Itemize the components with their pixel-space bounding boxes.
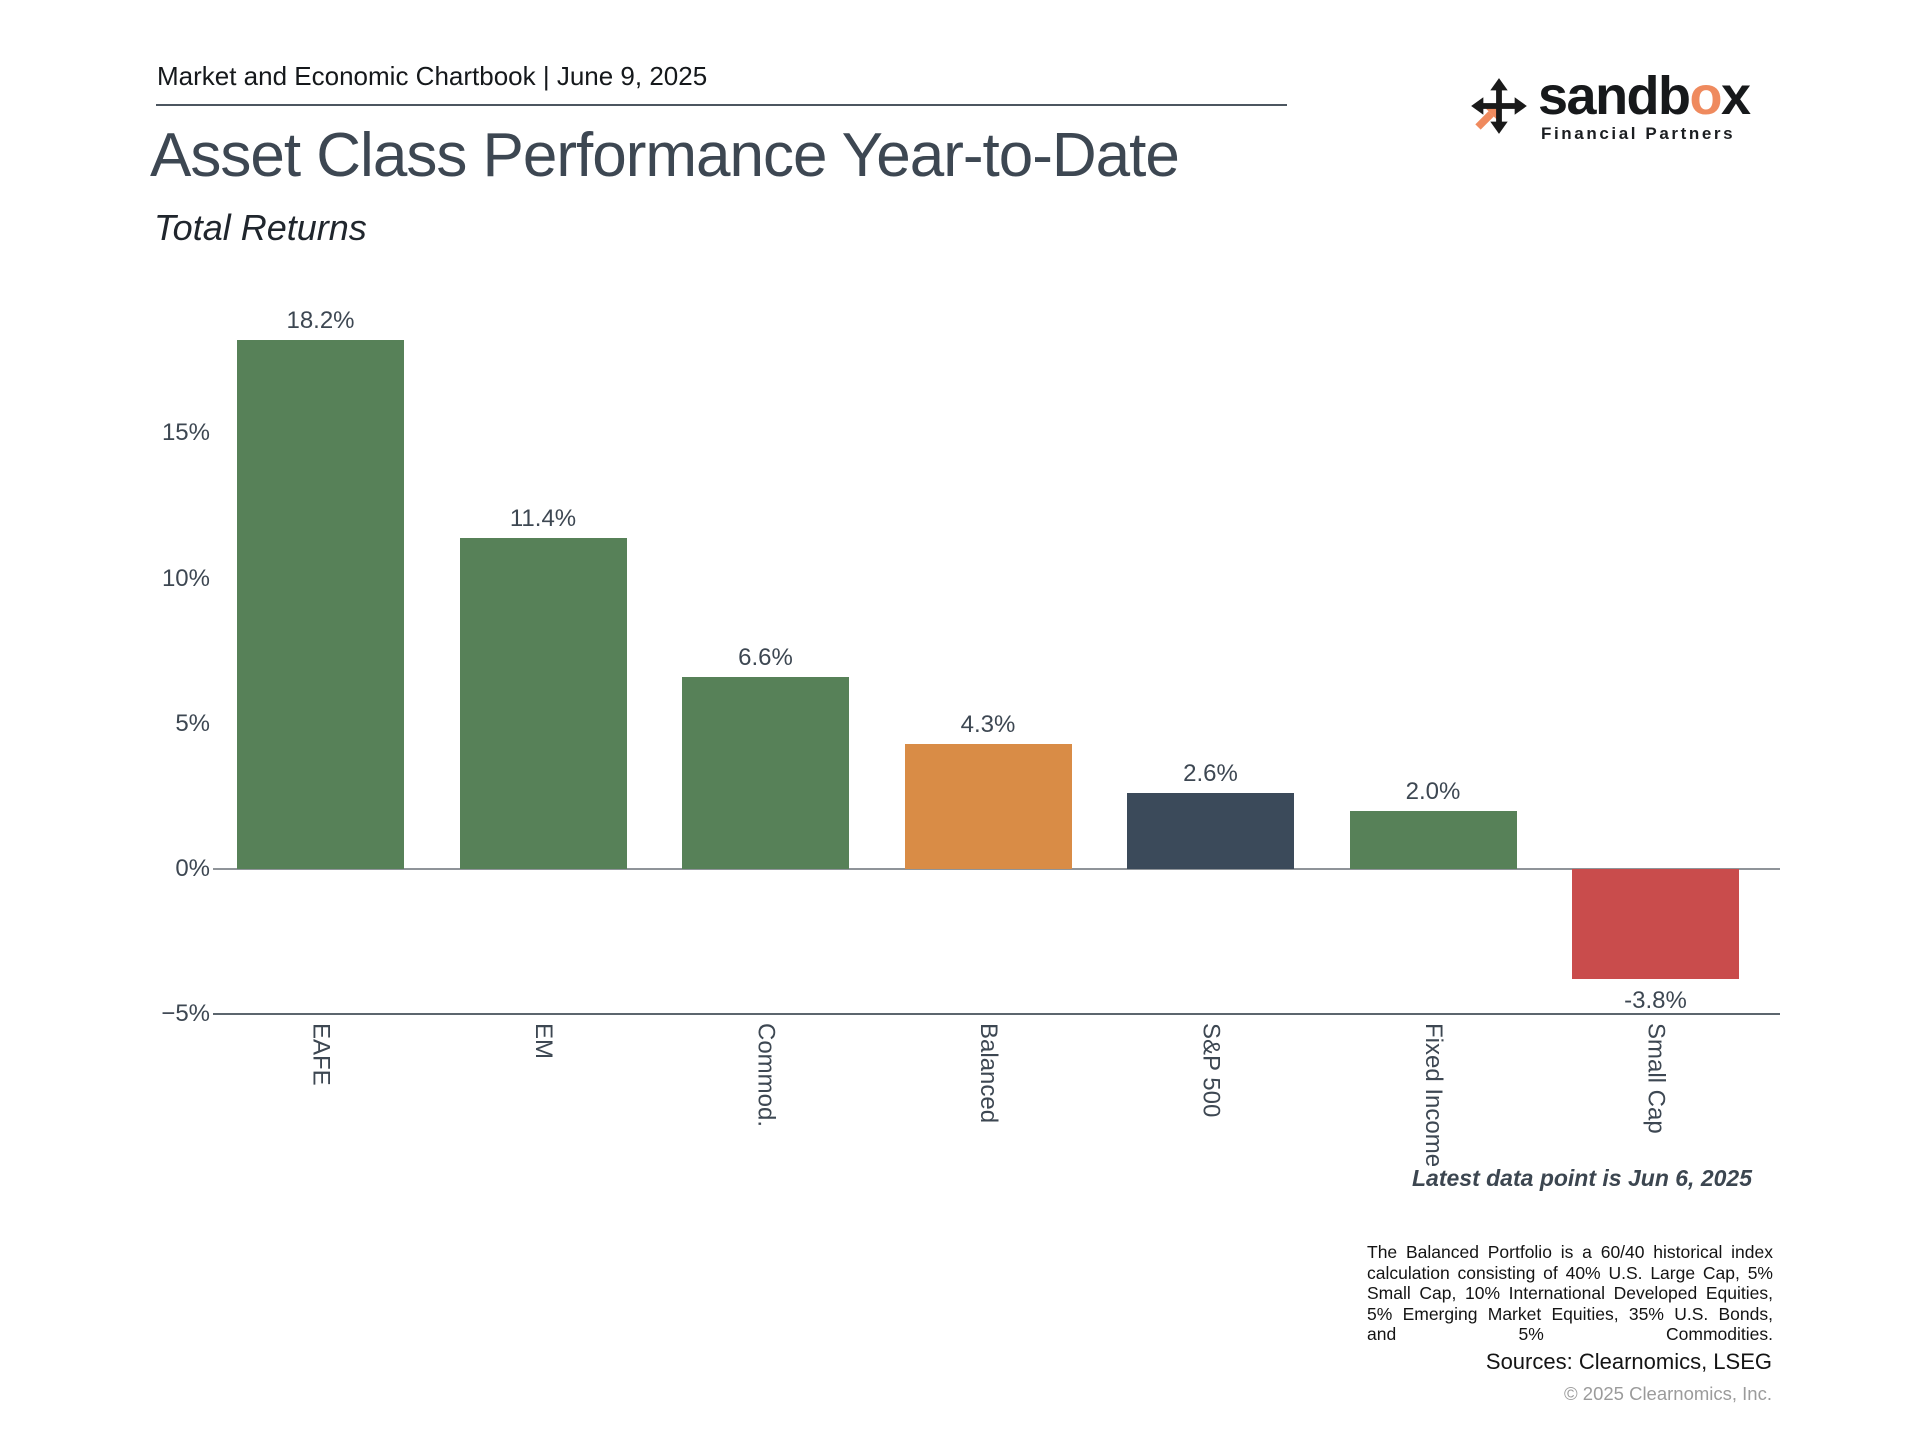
bar-value-label: 2.0%: [1405, 777, 1461, 805]
brand-wordmark: sandbox: [1538, 66, 1751, 126]
x-category-label: EAFE: [307, 1023, 335, 1086]
bar-value-label: 6.6%: [738, 644, 793, 672]
y-tick-label: −5%: [161, 1000, 210, 1028]
x-category-label: Fixed Income: [1420, 1023, 1447, 1168]
y-tick-label: 10%: [161, 564, 210, 592]
x-category-label: EM: [530, 1023, 557, 1059]
header-eyebrow: Market and Economic Chartbook | June 9, …: [157, 61, 708, 91]
footer-sources: Sources: Clearnomics, LSEG: [1485, 1349, 1772, 1374]
bar-small-cap: [1572, 869, 1739, 980]
latest-data-note: Latest data point is Jun 6, 2025: [1412, 1165, 1752, 1191]
bar-eafe: [237, 340, 404, 869]
bar-value-label: 18.2%: [286, 307, 355, 335]
bar-value-label: 4.3%: [960, 711, 1016, 739]
x-axis-line: [213, 1013, 1780, 1015]
header-divider-line: [156, 104, 1287, 106]
bar-fixed-income: [1349, 810, 1517, 869]
brand-tagline: Financial Partners: [1541, 124, 1736, 143]
bar-commod-: [682, 677, 849, 869]
move-cross-icon: [1471, 78, 1527, 134]
page-title: Asset Class Performance Year-to-Date: [150, 121, 1180, 190]
y-tick-label: 5%: [175, 709, 210, 737]
zero-percent-gridline: [213, 868, 1780, 870]
x-category-label: Small Cap: [1642, 1023, 1670, 1134]
bar-balanced: [904, 744, 1072, 869]
y-tick-label: 15%: [161, 419, 210, 447]
bar-value-label: -3.8%: [1624, 987, 1687, 1015]
brand-suffix: x: [1721, 66, 1751, 126]
y-tick-label: 0%: [175, 855, 210, 882]
brand-prefix: sandb: [1538, 66, 1691, 126]
bar-s-p-500: [1127, 793, 1294, 869]
bar-value-label: 11.4%: [509, 504, 577, 532]
bar-em: [459, 537, 627, 869]
page-subtitle: Total Returns: [154, 207, 367, 248]
x-category-label: Commod.: [752, 1023, 780, 1128]
brand-accent-letter: o: [1689, 66, 1723, 126]
footer-disclaimer: The Balanced Portfolio is a 60/40 histor…: [1367, 1242, 1773, 1345]
x-category-label: Balanced: [975, 1023, 1002, 1124]
bar-value-label: 2.6%: [1183, 760, 1238, 788]
x-category-label: S&P 500: [1197, 1023, 1225, 1118]
footer-copyright: © 2025 Clearnomics, Inc.: [1564, 1383, 1772, 1404]
